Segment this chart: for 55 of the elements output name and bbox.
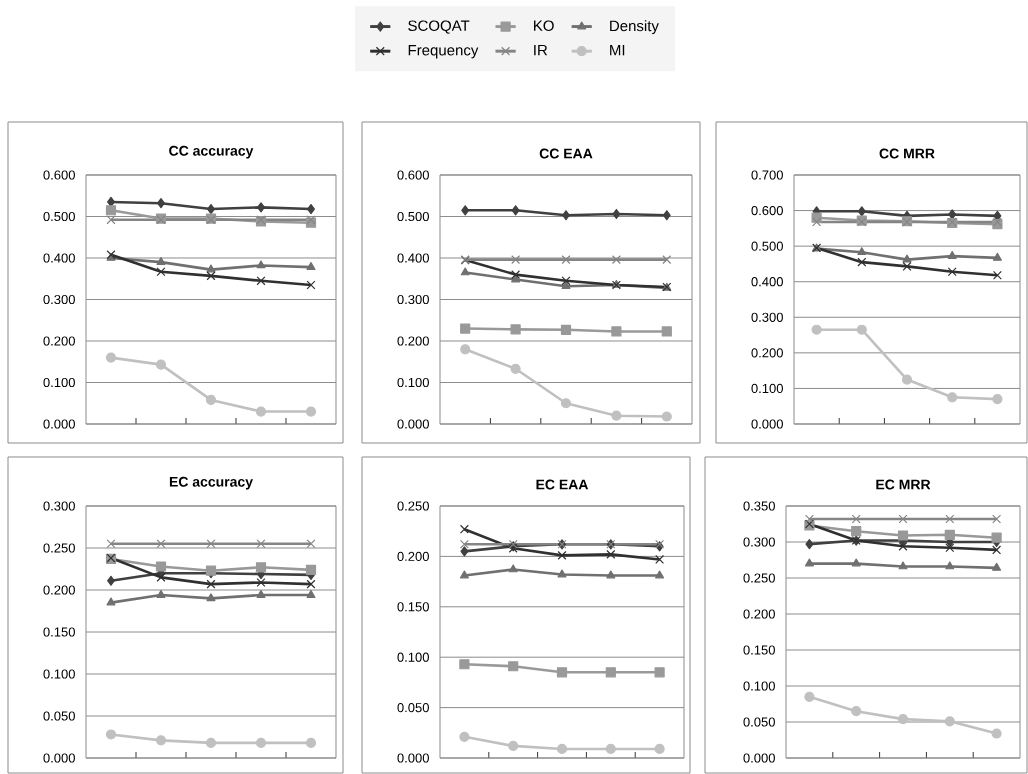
y-tick-label: 0.100: [397, 377, 429, 388]
y-tick-label: 0.200: [397, 336, 429, 346]
legend-label: Frequency: [408, 45, 479, 59]
y-tick-label: 0.150: [743, 645, 775, 655]
y-tick-label: 0.000: [43, 753, 75, 763]
y-tick-label: 0.000: [43, 419, 75, 429]
y-tick-label: 0.500: [397, 211, 429, 222]
legend-label: MI: [610, 45, 625, 56]
y-tick-label: 0.250: [43, 543, 75, 553]
y-tick-label: 0.500: [751, 241, 783, 251]
y-tick-label: 0.250: [743, 573, 775, 583]
y-tick-label: 0.600: [751, 205, 783, 216]
y-tick-label: 0.500: [43, 211, 75, 222]
y-tick-label: 0.200: [43, 585, 75, 595]
y-tick-label: 0.350: [743, 501, 775, 511]
y-tick-label: 0.000: [397, 753, 429, 763]
y-tick-label: 0.150: [397, 602, 429, 612]
legend-label: Density: [610, 20, 659, 35]
y-tick-label: 0.200: [43, 336, 75, 346]
y-tick-label: 0.100: [743, 681, 775, 691]
y-tick-label: 0.000: [751, 419, 783, 429]
y-tick-label: 0.300: [43, 294, 75, 305]
legend-label: SCOQAT: [408, 20, 470, 34]
y-tick-label: 0.600: [397, 170, 429, 180]
y-tick-label: 0.100: [397, 652, 429, 662]
chart-title: EC EAA: [536, 479, 589, 490]
y-tick-label: 0.300: [397, 294, 429, 305]
y-tick-label: 0.300: [743, 537, 775, 547]
legend-label: IR: [534, 45, 548, 56]
y-tick-label: 0.100: [43, 377, 75, 388]
y-tick-label: 0.400: [397, 253, 429, 263]
y-tick-label: 0.050: [43, 711, 75, 721]
chart-title: CC MRR: [879, 148, 935, 159]
y-tick-label: 0.200: [397, 551, 429, 561]
chart-title: EC MRR: [876, 479, 931, 490]
y-tick-label: 0.050: [397, 703, 429, 713]
y-tick-label: 0.300: [751, 312, 783, 322]
legend-label: KO: [534, 20, 554, 31]
y-tick-label: 0.100: [751, 383, 783, 394]
chart-title: CC accuracy: [169, 145, 254, 159]
y-tick-label: 0.400: [751, 277, 783, 287]
y-tick-label: 0.200: [743, 609, 775, 619]
y-tick-label: 0.600: [43, 170, 75, 180]
y-tick-label: 0.200: [751, 348, 783, 358]
y-tick-label: 0.400: [43, 253, 75, 263]
y-tick-label: 0.100: [43, 669, 75, 679]
chart-title: CC EAA: [539, 148, 593, 159]
y-tick-label: 0.700: [751, 170, 783, 180]
y-tick-label: 0.000: [397, 419, 429, 429]
y-tick-label: 0.250: [397, 501, 429, 511]
chart-title: EC accuracy: [169, 476, 253, 490]
y-tick-label: 0.150: [43, 627, 75, 637]
y-tick-label: 0.300: [43, 501, 75, 511]
y-tick-label: 0.000: [743, 753, 775, 763]
y-tick-label: 0.050: [743, 717, 775, 727]
